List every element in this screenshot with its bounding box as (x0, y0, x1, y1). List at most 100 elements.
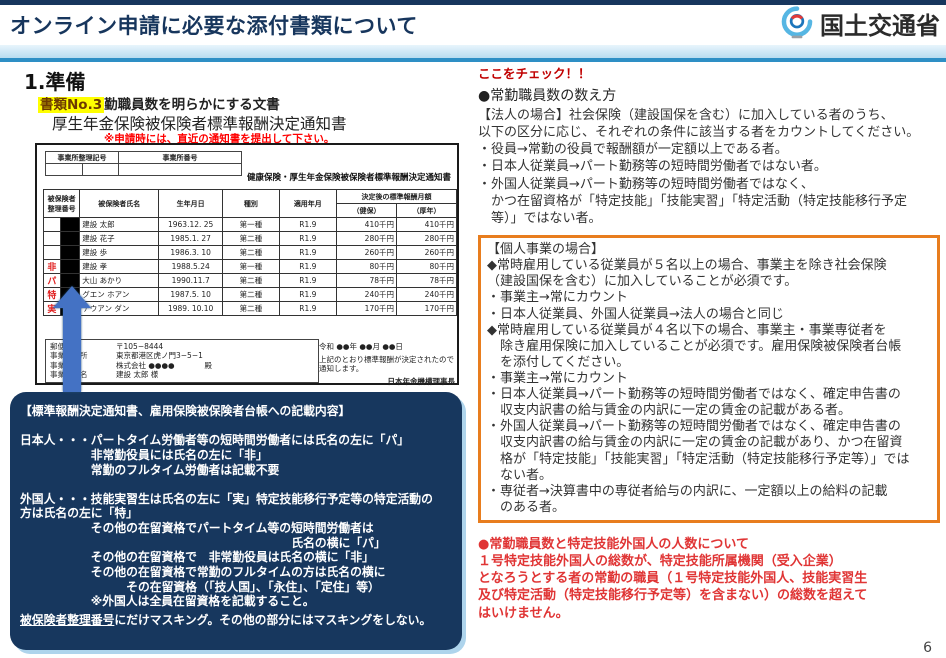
masking-rule-line: 被保険者整理番号にだけマスキング。その他の部分にはマスキングをしない。 (20, 613, 454, 628)
table-cell: 78千円 (396, 273, 457, 288)
table-cell: R1.9 (278, 301, 338, 316)
table-cell (43, 245, 61, 260)
table-cell: 1990.11.7 (158, 273, 224, 288)
count-heading: ●常勤職員数の数え方 (478, 88, 617, 104)
arrow-head (53, 286, 91, 308)
address-value: 東京都港区虎ノ門3−5−1 (116, 351, 203, 361)
table-cell: 建設 歩 (79, 245, 160, 260)
masking-note-box: 【標準報酬決定通知書、雇用保険被保険者台帳への記載内容】 日本人・・・パートタイ… (10, 392, 462, 650)
table-cell: R1.9 (278, 245, 338, 260)
doc-no-desc: 勤職員数を明らかにする文書 (104, 97, 280, 113)
masking-rule-underlined: 被保険者整理番号 (20, 612, 115, 627)
signer-line: 日本年金機構理事長 (387, 377, 456, 386)
col-kousei: （厚年） (396, 203, 457, 218)
arrow-shaft (63, 308, 81, 392)
section-title: 1.準備 (24, 70, 86, 94)
table-cell: 建設 太郎 (79, 217, 160, 232)
table-cell: 第二種 (222, 231, 280, 246)
table-row: パ大山 あかり 1990.11.7 第二種 R1.9 78千円 78千円 (43, 273, 457, 288)
table-cell: 80千円 (336, 259, 397, 274)
table-cell: 1988.5.24 (158, 259, 224, 274)
table-cell: R1.9 (278, 287, 338, 302)
mlit-logo: 国土交通省 (779, 5, 940, 41)
address-right: 令和 ●●年 ●●月 ●●日 上記のとおり標準報酬が決定されたので通知します。 … (319, 341, 455, 387)
table-cell: 240千円 (336, 287, 397, 302)
table-cell: 非 (43, 259, 61, 274)
mlit-logo-icon (781, 6, 813, 39)
col-period: 適用年月 (278, 189, 338, 218)
address-value: 建設 太郎 様 (116, 370, 159, 380)
table-cell (59, 259, 81, 274)
table-cell: 第二種 (222, 287, 280, 302)
mlit-logo-text: 国土交通省 (820, 11, 940, 40)
table-cell: 240千円 (396, 287, 457, 302)
table-cell: 280千円 (336, 231, 397, 246)
table-cell: 410千円 (396, 217, 457, 232)
col-insured-no: 被保険者 整理番号 (42, 189, 81, 218)
individual-business-box: 【個人事業の場合】 ◆常時雇用している従業員が５名以上の場合、事業主を除き社会保… (478, 235, 940, 523)
table-cell: 建設 孝 (79, 259, 160, 274)
form-title: 健康保険・厚生年金保険被保険者標準報酬決定通知書 (246, 173, 451, 183)
table-cell (43, 217, 61, 232)
masking-note-text: 【標準報酬決定通知書、雇用保険被保険者台帳への記載内容】 日本人・・・パートタイ… (20, 404, 433, 609)
doc-note: ※申請時には、直近の通知書を提出して下さい。 (104, 133, 335, 145)
table-cell: 260千円 (336, 245, 397, 260)
document-image: 事業所整理記号 事業所番号 健康保険・厚生年金保険被保険者標準報酬決定通知書 被… (35, 143, 459, 387)
header-band (0, 45, 946, 58)
table-cell: 1987.5. 10 (158, 287, 224, 302)
table-cell: 第一種 (222, 259, 280, 274)
office-header-2: 事業所番号 (118, 151, 242, 164)
table-cell: 170千円 (336, 301, 397, 316)
table-cell (59, 245, 81, 260)
table-cell (43, 231, 61, 246)
table-row: 建設 花子 1985.1. 27 第二種 R1.9 280千円 280千円 (43, 231, 457, 246)
corporate-rules: 【法人の場合】社会保険（建設国保を含む）に加入している者のうち、 以下の区分に応… (478, 108, 920, 226)
table-cell: R1.9 (278, 217, 338, 232)
table-cell: 第二種 (222, 273, 280, 288)
table-row: 建設 歩 1986.3. 10 第二種 R1.9 260千円 260千円 (43, 245, 457, 260)
doc-no-row: 書類No.3 勤職員数を明らかにする文書 (38, 93, 280, 113)
table-cell: 1989. 10.10 (158, 301, 224, 316)
col-birth: 生年月日 (158, 189, 224, 218)
col-kenpo: （健保） (336, 203, 397, 218)
table-cell: 78千円 (336, 273, 397, 288)
insured-table: 被保険者 整理番号 被保険者氏名 生年月日 種別 適用年月 決定後の標準報酬月額… (42, 189, 457, 316)
table-cell: 80千円 (396, 259, 457, 274)
table-cell: 280千円 (396, 231, 457, 246)
page-title: オンライン申請に必要な添付書類について (10, 14, 418, 38)
up-arrow-icon (52, 286, 92, 392)
top-border (0, 0, 946, 5)
table-row: 非建設 孝 1988.5.24 第一種 R1.9 80千円 80千円 (43, 259, 457, 274)
table-cell (59, 273, 81, 288)
right-panel: ここをチェック！！ ●常勤職員数の数え方 【法人の場合】社会保険（建設国保を含む… (478, 63, 940, 622)
table-row: 建設 太郎 1963.12. 25 第一種 R1.9 410千円 410千円 (43, 217, 457, 232)
col-monthly: 決定後の標準報酬月額 (336, 189, 457, 204)
table-row: 特グエン ホアン 1987.5. 10 第二種 R1.9 240千円 240千円 (43, 287, 457, 302)
table-cell: 260千円 (396, 245, 457, 260)
table-cell: 1963.12. 25 (158, 217, 224, 232)
table-cell: R1.9 (278, 273, 338, 288)
address-value: 〒105−8444 (116, 342, 164, 351)
check-label: ここをチェック！！ (478, 66, 591, 81)
table-cell: 410千円 (336, 217, 397, 232)
date-line: 令和 ●●年 ●●月 ●●日 (319, 342, 403, 351)
page-number: 6 (923, 640, 932, 656)
table-cell: 建設 花子 (79, 231, 160, 246)
table-cell: R1.9 (278, 259, 338, 274)
header-band-line (0, 58, 946, 62)
col-name: 被保険者氏名 (79, 189, 160, 218)
masking-rule-rest: にだけマスキング。その他の部分にはマスキングをしない。 (114, 612, 432, 627)
table-row: 実テウアン ダン 1989. 10.10 第二種 R1.9 170千円 170千円 (43, 301, 457, 316)
office-header-1: 事業所整理記号 (45, 151, 119, 164)
table-cell (59, 231, 81, 246)
table-cell: 1985.1. 27 (158, 231, 224, 246)
doc-no-badge: 書類No.3 (38, 97, 105, 113)
notice-line: 上記のとおり標準報酬が決定されたので通知します。 (319, 355, 454, 373)
table-cell: 第二種 (222, 301, 280, 316)
warning-text: ●常勤職員数と特定技能外国人の人数について １号特定技能外国人の総数が、特定技能… (478, 536, 868, 621)
address-value: 株式会社 ●●●● 殿 (116, 360, 213, 370)
table-cell: 1986.3. 10 (158, 245, 224, 260)
office-table: 事業所整理記号 事業所番号 (45, 151, 242, 176)
doc-title: 厚生年金保険被保険者標準報酬決定通知書 (52, 115, 347, 133)
